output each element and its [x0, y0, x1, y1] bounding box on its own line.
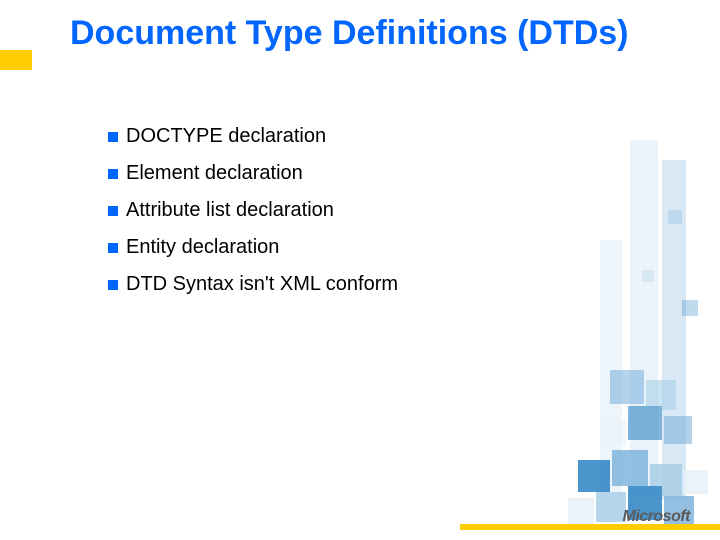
bullet-icon — [108, 132, 118, 142]
decorative-graphic — [460, 120, 720, 540]
bullet-icon — [108, 206, 118, 216]
list-item: Element declaration — [108, 162, 398, 185]
bullet-list: DOCTYPE declaration Element declaration … — [108, 125, 398, 310]
slide-title: Document Type Definitions (DTDs) — [70, 14, 629, 53]
list-item: Attribute list declaration — [108, 199, 398, 222]
list-item: DTD Syntax isn't XML conform — [108, 273, 398, 296]
bullet-label: Attribute list declaration — [126, 199, 334, 222]
bullet-label: DTD Syntax isn't XML conform — [126, 273, 398, 296]
bullet-icon — [108, 243, 118, 253]
bullet-label: Element declaration — [126, 162, 303, 185]
bullet-icon — [108, 280, 118, 290]
list-item: Entity declaration — [108, 236, 398, 259]
accent-bar — [0, 50, 32, 70]
bullet-icon — [108, 169, 118, 179]
list-item: DOCTYPE declaration — [108, 125, 398, 148]
bullet-label: Entity declaration — [126, 236, 279, 259]
microsoft-logo: Microsoft — [623, 508, 691, 526]
bullet-label: DOCTYPE declaration — [126, 125, 326, 148]
